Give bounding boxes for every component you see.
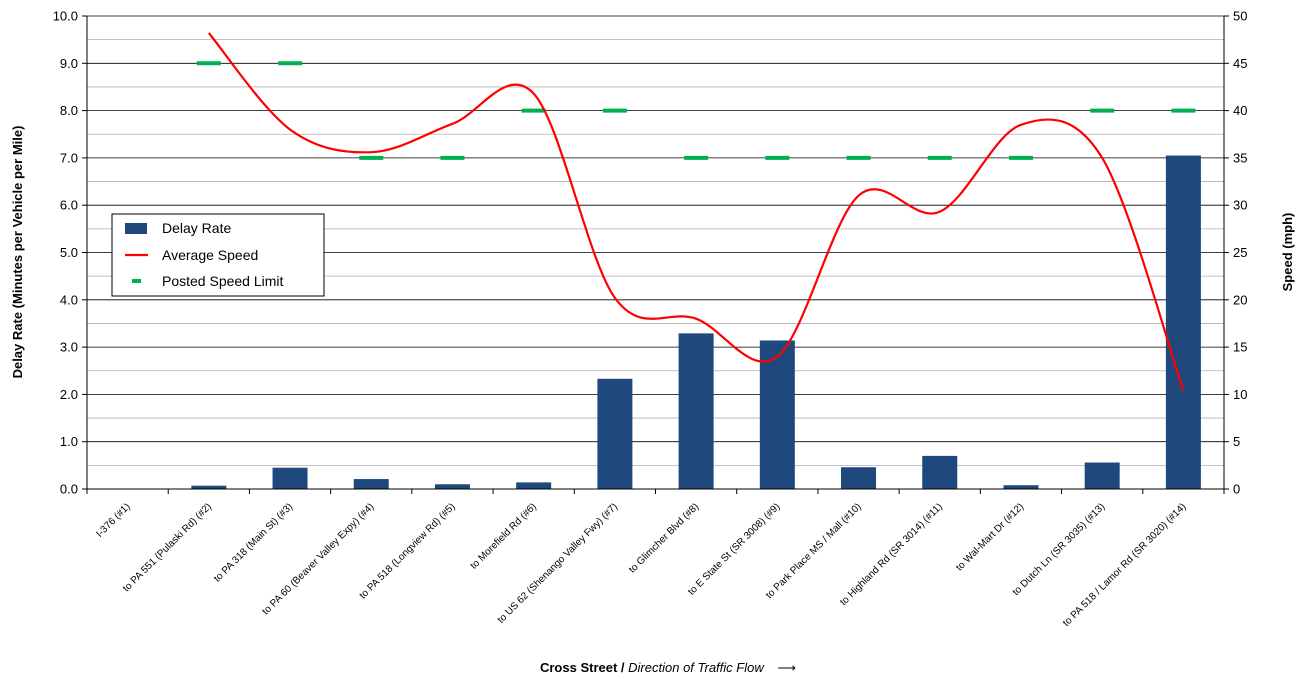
legend-label-average-speed: Average Speed (162, 247, 258, 263)
category-label: to E State St (SR 3008) (#9) (686, 501, 782, 597)
left-tick-label: 8.0 (60, 103, 78, 118)
delay-rate-bar (1084, 462, 1120, 489)
legend-label-posted-speed-limit: Posted Speed Limit (162, 273, 284, 289)
right-tick-label: 35 (1233, 150, 1247, 165)
x-axis-title: Cross Street / Direction of Traffic Flow… (540, 660, 796, 675)
delay-rate-bar (1165, 155, 1201, 489)
average-speed-line (207, 32, 1185, 391)
right-tick-label: 50 (1233, 9, 1247, 24)
category-label: to Park Place MS / Mall (#10) (764, 501, 864, 601)
delay-rate-bar (434, 484, 470, 489)
delay-rate-bar (516, 482, 552, 489)
right-tick-label: 5 (1233, 434, 1240, 449)
right-tick-label: 20 (1233, 292, 1247, 307)
left-axis-title: Delay Rate (Minutes per Vehicle per Mile… (10, 126, 25, 379)
delay-rate-bar (272, 467, 308, 489)
category-labels: I-376 (#1)to PA 551 (Pulaski Rd) (#2)to … (94, 501, 1188, 629)
delay-rate-bar (841, 467, 877, 489)
right-tick-label: 15 (1233, 340, 1247, 355)
delay-rate-bar (678, 333, 714, 489)
left-tick-label: 9.0 (60, 56, 78, 71)
right-tick-label: 25 (1233, 245, 1247, 260)
right-tick-label: 0 (1233, 482, 1240, 497)
speed-limit-markers (196, 61, 1196, 160)
axes (82, 15, 1229, 494)
delay-rate-bar (1003, 485, 1039, 489)
category-label: to Morefield Rd (#6) (469, 501, 539, 571)
category-label: to PA 551 (Pulaski Rd) (#2) (121, 501, 214, 594)
left-tick-label: 5.0 (60, 245, 78, 260)
right-tick-label: 45 (1233, 56, 1247, 71)
right-axis-ticks: 0 5 10 15 20 25 30 35 40 45 50 (1233, 9, 1247, 497)
category-label: to Glimcher Blvd (#8) (627, 501, 701, 575)
legend-label-delay-rate: Delay Rate (162, 220, 231, 236)
legend: Delay Rate Average Speed Posted Speed Li… (111, 213, 325, 297)
left-axis-ticks: 0.0 1.0 2.0 3.0 4.0 5.0 6.0 7.0 8.0 9.0 10.0 (53, 9, 78, 497)
category-label: to PA 518 (Longview Rd) (#5) (358, 501, 458, 601)
left-tick-label: 0.0 (60, 482, 78, 497)
delay-rate-bar (759, 340, 795, 489)
left-tick-label: 1.0 (60, 434, 78, 449)
x-axis-title-bold: Cross Street / (540, 660, 625, 675)
category-label: to Wal-Mart Dr (#12) (954, 501, 1026, 573)
delay-rate-bar (353, 479, 389, 489)
left-tick-label: 7.0 (60, 150, 78, 165)
right-axis-title: Speed (mph) (1280, 213, 1295, 292)
left-tick-label: 10.0 (53, 9, 78, 24)
left-tick-label: 6.0 (60, 198, 78, 213)
left-tick-label: 2.0 (60, 387, 78, 402)
delay-rate-bar (597, 378, 633, 489)
delay-rate-bar (191, 485, 227, 489)
left-tick-label: 4.0 (60, 292, 78, 307)
category-label: I-376 (#1) (94, 501, 132, 539)
delay-rate-bar (922, 455, 958, 489)
x-axis-title-italic: Direction of Traffic Flow (628, 660, 765, 675)
right-tick-label: 30 (1233, 198, 1247, 213)
legend-swatch-delay-rate (125, 223, 147, 234)
right-tick-label: 10 (1233, 387, 1247, 402)
x-axis-arrow: ⟶ (777, 660, 796, 675)
right-tick-label: 40 (1233, 103, 1247, 118)
left-tick-label: 3.0 (60, 340, 78, 355)
category-label: to Dutch Ln (SR 3035) (#13) (1011, 501, 1108, 598)
category-label: to PA 318 (Main St) (#3) (212, 501, 295, 584)
delay-rate-bars (191, 155, 1201, 489)
